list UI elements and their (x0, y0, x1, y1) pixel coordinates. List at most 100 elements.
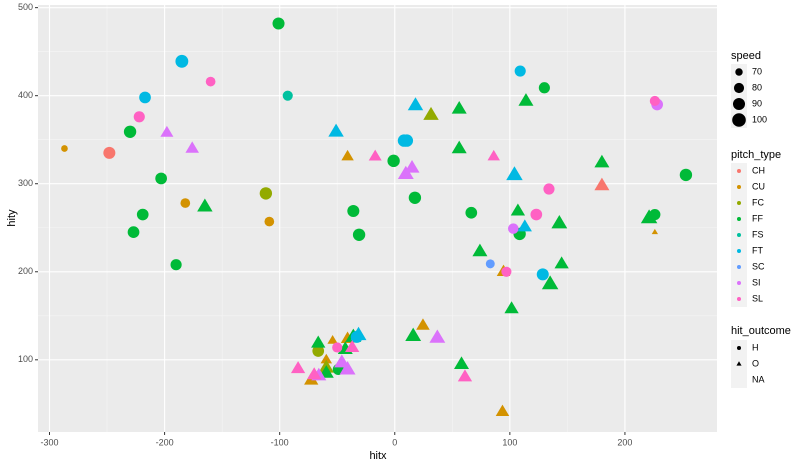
circle-point (123, 125, 137, 138)
triangle-point (339, 361, 356, 375)
triangle-point (472, 243, 488, 257)
triangle-point (594, 177, 610, 191)
circle-point (205, 76, 216, 87)
legend-title: pitch_type (731, 149, 781, 161)
legend: speed 70 80 90 100 pitch_type CH CU FC FF FS FT SC SI… (731, 50, 791, 388)
legend-label: SL (752, 293, 763, 303)
triangle-point (416, 318, 430, 330)
legend-swatch (737, 185, 741, 189)
triangle-point (504, 301, 519, 314)
circle-point (155, 172, 167, 185)
legend-key (731, 372, 747, 388)
circle-point (679, 168, 693, 182)
y-tick-label: 100 (18, 354, 33, 364)
triangle-point (594, 154, 610, 168)
legend-label: 70 (752, 66, 762, 76)
circle-point (737, 346, 741, 350)
x-tick-label: 200 (617, 437, 632, 447)
circle-point (408, 191, 422, 204)
triangle-point (404, 159, 420, 173)
triangle-point (506, 166, 523, 181)
triangle-point (307, 367, 322, 380)
circle-point (347, 204, 360, 218)
legend-swatch (737, 265, 741, 269)
triangle-point (407, 97, 424, 111)
circle-point (530, 208, 543, 221)
x-tick-label: 100 (502, 437, 517, 447)
circle-point (259, 187, 273, 200)
circle-point (272, 17, 285, 30)
circle-point (133, 111, 145, 123)
circle-point (508, 223, 519, 234)
circle-point (352, 228, 366, 241)
triangle-point (311, 335, 326, 348)
y-tick-label: 300 (18, 178, 33, 188)
triangle-point (451, 100, 467, 114)
y-axis-title: hity (6, 209, 18, 227)
circle-point (536, 268, 549, 281)
triangle-point (160, 125, 174, 137)
triangle-point (551, 214, 568, 229)
triangle-point (451, 140, 467, 154)
legend-label: 100 (752, 114, 767, 124)
triangle-point (185, 141, 199, 153)
points (61, 17, 693, 417)
triangle-point (457, 369, 473, 382)
circle-point (332, 342, 343, 353)
circle-point (649, 95, 660, 107)
legend-size (732, 113, 746, 127)
legend-label: H (752, 342, 759, 352)
circle-point (103, 146, 116, 159)
x-tick-label: -200 (156, 437, 174, 447)
panel (38, 5, 717, 432)
legend-label: CU (752, 181, 765, 191)
triangle-point (334, 354, 350, 368)
circle-point (312, 345, 325, 357)
y-tick-label: 200 (18, 266, 33, 276)
y-tick-label: 400 (18, 90, 33, 100)
triangle-point (510, 203, 526, 216)
triangle-point (197, 198, 213, 212)
triangle-point (640, 209, 658, 224)
circle-point (465, 206, 478, 219)
triangle-point (345, 339, 360, 352)
legend-label: NA (752, 374, 765, 384)
circle-point (282, 90, 293, 101)
legend-swatch (737, 297, 741, 301)
circle-point (127, 226, 140, 238)
circle-point (61, 145, 68, 152)
legend-title: speed (731, 50, 761, 62)
circle-point (136, 208, 149, 221)
circle-point (264, 216, 275, 227)
triangle-point (423, 106, 439, 120)
circle-point (170, 259, 182, 271)
legend-swatch (737, 217, 741, 221)
triangle-point (350, 326, 367, 341)
x-tick-label: -300 (41, 437, 59, 447)
triangle-point (651, 228, 659, 235)
circle-point (514, 65, 526, 77)
legend-label: 90 (752, 98, 762, 108)
x-tick-label: -100 (271, 437, 289, 447)
legend-title: hit_outcome (731, 325, 791, 337)
triangle-point (328, 123, 344, 137)
triangle-point (320, 353, 333, 364)
triangle-point (487, 149, 500, 161)
triangle-point (429, 329, 446, 343)
circle-point (543, 183, 555, 195)
legend-swatch (737, 169, 741, 173)
circle-point (180, 198, 191, 208)
triangle-point (368, 149, 382, 161)
legend-swatch (737, 233, 741, 237)
x-axis-title: hitx (369, 450, 387, 462)
triangle-point (518, 93, 534, 106)
legend-label: FS (752, 229, 764, 239)
triangle-point (495, 404, 510, 417)
triangle-point (517, 219, 532, 232)
legend-size (735, 68, 743, 76)
x-tick-label: 0 (392, 437, 397, 447)
legend-swatch (737, 201, 741, 205)
legend-label: FF (752, 213, 763, 223)
triangle-point (290, 361, 306, 374)
